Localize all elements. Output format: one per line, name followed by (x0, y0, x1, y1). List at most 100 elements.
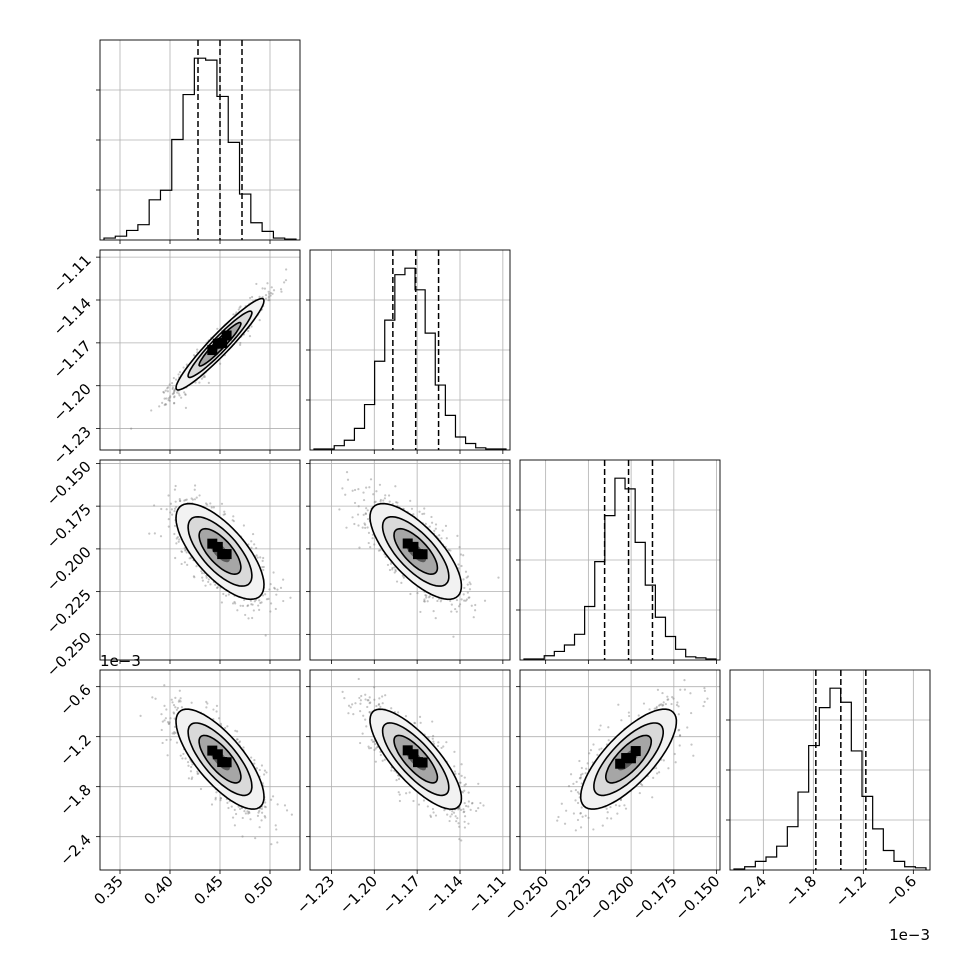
scatter-point (200, 570, 203, 573)
scatter-point (167, 722, 170, 725)
scatter-point (173, 401, 176, 405)
scatter-point (173, 532, 176, 536)
scatter-point (178, 689, 181, 692)
histogram-step (523, 477, 717, 660)
scatter-point (172, 711, 175, 714)
scatter-point (190, 701, 193, 704)
scatter-point (361, 526, 364, 529)
scatter-point (354, 702, 357, 705)
scatter-point (266, 282, 269, 285)
scatter-point (179, 700, 182, 703)
scatter-point (270, 798, 273, 801)
scatter-point (247, 617, 250, 620)
scatter-point (239, 343, 242, 346)
scatter-point (201, 576, 204, 579)
scatter-point (246, 604, 250, 607)
scatter-point (384, 555, 387, 559)
scatter-point (369, 478, 373, 481)
scatter-point (166, 754, 169, 757)
scatter-point (357, 505, 360, 508)
scatter-point (433, 529, 436, 532)
scatter-point (165, 708, 168, 711)
scatter-point (193, 484, 197, 487)
scatter-point (362, 491, 365, 494)
scatter-point (214, 798, 217, 801)
scatter-point (191, 498, 194, 501)
scatter-point (263, 769, 267, 772)
scatter-point (366, 526, 369, 529)
scatter-point (153, 532, 156, 535)
scatter-point (472, 616, 475, 619)
scatter-point (285, 809, 289, 812)
scatter-point (374, 760, 377, 763)
scatter-point (173, 388, 176, 392)
scatter-point (249, 296, 252, 300)
scatter-point (423, 512, 426, 515)
scatter-point (250, 325, 253, 328)
scatter-point (174, 556, 177, 560)
scatter-point (167, 525, 170, 528)
scatter-point (187, 764, 190, 767)
scatter-point (176, 536, 179, 539)
scatter-point (184, 548, 187, 551)
panel-content (139, 684, 293, 846)
scatter-point (173, 507, 177, 510)
scatter-panel (306, 669, 511, 874)
histogram-panel (516, 459, 721, 664)
scatter-point (260, 819, 263, 822)
scatter-point (217, 717, 221, 720)
scatter-point (261, 287, 264, 290)
scatter-point (205, 576, 208, 579)
scatter-point (247, 810, 251, 813)
scatter-point (190, 497, 193, 500)
density-core (207, 538, 232, 560)
scatter-point (247, 329, 250, 333)
scatter-point (202, 376, 205, 379)
scatter-point (450, 610, 453, 613)
scatter-point (171, 386, 174, 389)
scatter-point (270, 286, 273, 289)
scatter-point (444, 524, 448, 527)
scatter-point (431, 596, 434, 599)
scatter-point (166, 390, 169, 393)
scatter-point (163, 397, 166, 400)
scatter-point (174, 484, 177, 488)
scatter-point (173, 732, 176, 735)
scatter-point (351, 489, 354, 492)
scatter-point (429, 814, 432, 817)
scatter-point (386, 563, 390, 567)
scatter-point (177, 540, 180, 543)
scatter-point (470, 604, 473, 607)
scatter-point (178, 538, 181, 541)
scatter-point (424, 594, 427, 597)
scatter-point (223, 513, 227, 516)
scatter-point (238, 741, 241, 744)
scatter-point (175, 708, 178, 711)
scatter-point (174, 706, 177, 709)
scatter-point (423, 600, 426, 603)
scatter-point (236, 738, 239, 741)
scatter-point (431, 720, 434, 723)
scatter-point (252, 609, 255, 612)
scatter-point (210, 803, 214, 806)
scatter-point (175, 505, 178, 509)
scatter-point (190, 765, 193, 769)
scatter-point (282, 599, 285, 603)
scatter-point (184, 757, 187, 760)
scatter-point (409, 592, 412, 596)
scatter-point (371, 740, 374, 743)
scatter-point (163, 719, 166, 722)
scatter-point (166, 720, 170, 724)
scatter-point (270, 843, 273, 846)
scatter-point (183, 499, 186, 502)
scatter-point (470, 802, 474, 805)
density-peak-pixel (221, 757, 232, 768)
scatter-point (374, 500, 377, 503)
scatter-point (168, 399, 171, 402)
scatter-point (268, 298, 271, 302)
scatter-point (215, 704, 219, 707)
scatter-point (367, 541, 370, 545)
scatter-point (369, 546, 372, 549)
scatter-point (179, 499, 182, 503)
scatter-point (267, 295, 271, 298)
